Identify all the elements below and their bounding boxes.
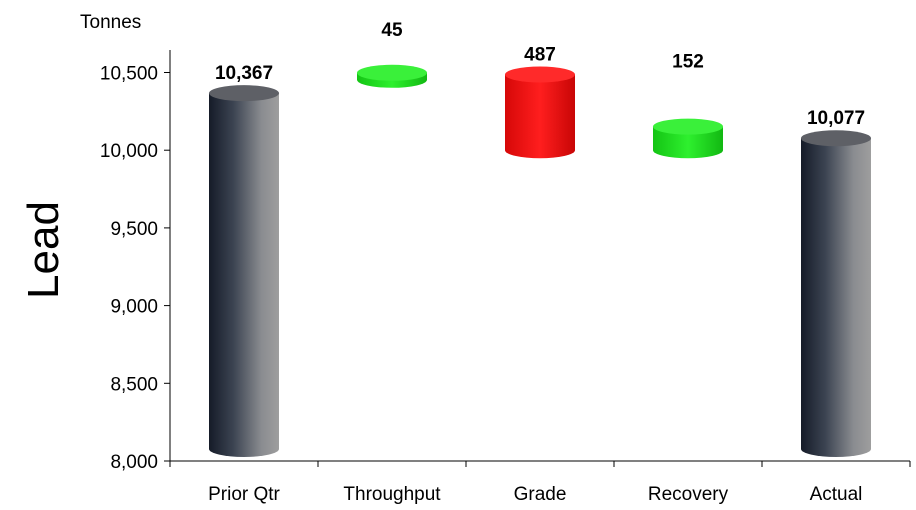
category-label: Throughput (343, 484, 441, 505)
bar-body (653, 126, 723, 159)
series-label: Lead (19, 201, 68, 299)
y-ticks: 8,000 8,500 9,000 9,500 10,000 10,500 (100, 64, 170, 473)
bar-body (505, 74, 575, 159)
data-labels: 10,367 45 487 152 10,077 (215, 20, 865, 129)
data-label: 10,077 (807, 108, 865, 129)
category-label: Recovery (648, 484, 729, 505)
y-tick-label: 8,000 (110, 452, 158, 473)
bar-cap (357, 64, 427, 81)
bar-recovery (653, 118, 723, 159)
y-tick-label: 10,000 (100, 141, 158, 162)
x-ticks (169, 461, 911, 467)
y-tick-label: 9,000 (110, 297, 158, 318)
bar-body (801, 138, 871, 458)
bar-prior-qtr (209, 85, 279, 457)
category-label: Actual (810, 484, 863, 505)
y-tick-label: 9,500 (110, 219, 158, 240)
unit-label: Tonnes (80, 12, 141, 33)
bar-throughput (357, 64, 427, 88)
bar-body (209, 93, 279, 457)
data-label: 152 (672, 52, 704, 73)
data-label: 10,367 (215, 63, 273, 84)
bar-cap (209, 85, 279, 102)
bar-actual (801, 130, 871, 458)
category-labels: Prior Qtr Throughput Grade Recovery Actual (208, 484, 862, 505)
category-label: Prior Qtr (208, 484, 280, 505)
data-label: 45 (381, 20, 403, 41)
bar-cap (801, 130, 871, 147)
bar-cap (653, 118, 723, 135)
y-tick-label: 8,500 (110, 374, 158, 395)
category-label: Grade (514, 484, 567, 505)
y-tick-label: 10,500 (100, 64, 158, 85)
data-label: 487 (524, 45, 556, 66)
bar-cap (505, 66, 575, 83)
bars (209, 64, 871, 458)
bar-grade (505, 66, 575, 159)
